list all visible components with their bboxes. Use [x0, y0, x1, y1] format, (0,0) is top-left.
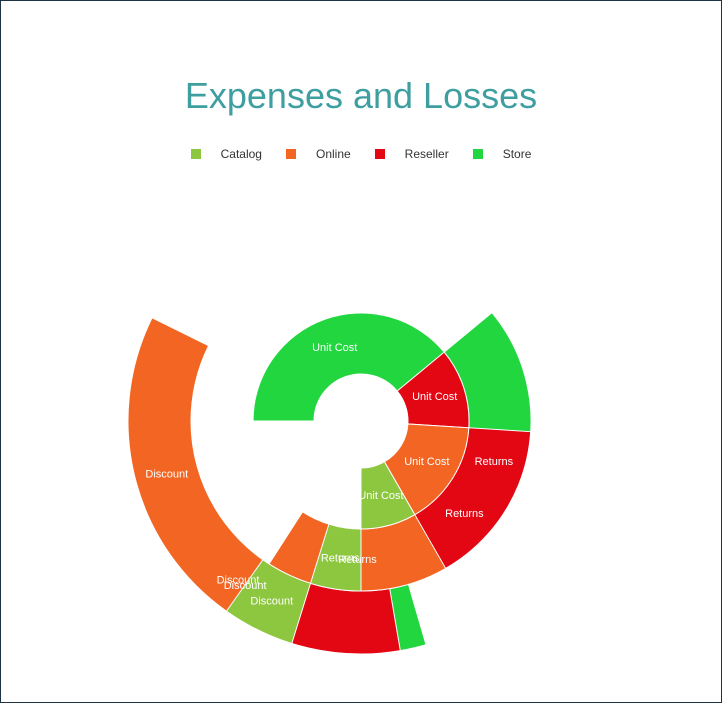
label-catalog-discount: Discount	[250, 596, 293, 608]
legend-item-store[interactable]: Store	[472, 147, 532, 161]
label-reseller-discount: Discount	[217, 575, 260, 587]
legend-item-catalog[interactable]: Catalog	[190, 147, 262, 161]
label-online-unit-cost: Unit Cost	[404, 456, 449, 468]
legend-swatch-online	[285, 149, 296, 159]
legend-swatch-reseller	[374, 149, 385, 159]
label-reseller-unit-cost: Unit Cost	[412, 391, 457, 403]
chart-legend: Catalog Online Reseller Store	[1, 147, 721, 161]
legend-item-online[interactable]: Online	[285, 147, 351, 161]
label-online-discount: Discount	[145, 469, 188, 481]
label-reseller-returns: Returns	[445, 508, 484, 520]
label-store-returns: Returns	[475, 456, 514, 468]
legend-label-reseller: Reseller	[404, 147, 449, 161]
label-store-discount: Discount	[224, 580, 267, 592]
legend-swatch-catalog	[190, 149, 201, 159]
legend-label-store: Store	[502, 147, 532, 161]
legend-label-catalog: Catalog	[220, 147, 262, 161]
legend-item-reseller[interactable]: Reseller	[374, 147, 449, 161]
chart-title: Expenses and Losses	[184, 75, 538, 116]
center-hole	[314, 374, 408, 468]
segment-catalog-returns[interactable]	[309, 523, 362, 592]
label-catalog-unit-cost: Unit Cost	[358, 490, 403, 502]
label-store-unit-cost: Unit Cost	[312, 342, 357, 354]
legend-swatch-store	[472, 149, 483, 159]
segment-online-discount[interactable]	[127, 317, 270, 618]
label-catalog-returns: Returns	[321, 552, 360, 564]
segment-catalog-discount[interactable]	[225, 559, 312, 645]
legend-label-online: Online	[315, 147, 351, 161]
label-online-returns: Returns	[338, 554, 377, 566]
